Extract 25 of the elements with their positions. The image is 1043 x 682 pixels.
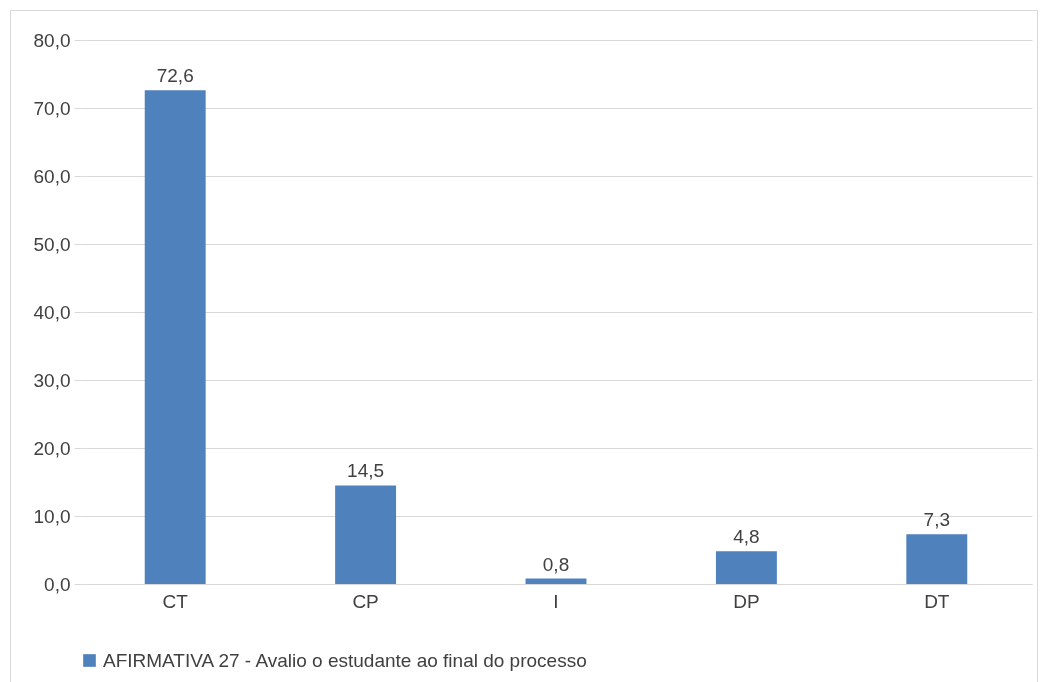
data-label: 7,3 [923,509,951,531]
bar [715,551,777,584]
bar [144,90,206,584]
x-tick-label: I [553,590,559,612]
x-tick-label: CT [162,590,189,612]
y-tick-label: 10,0 [33,505,71,527]
data-label: 14,5 [347,460,385,482]
y-tick-label: 40,0 [33,301,71,323]
legend-label: AFIRMATIVA 27 - Avalio o estudante ao final do processo [103,649,587,671]
y-tick-label: 70,0 [33,97,71,119]
y-tick-label: 20,0 [33,437,71,459]
y-tick-label: 80,0 [33,29,71,51]
data-label: 0,8 [542,553,570,575]
bar [906,534,968,584]
bar [335,485,397,584]
y-tick-label: 50,0 [33,233,71,255]
bar [525,578,587,584]
x-tick-label: CP [352,590,379,612]
y-tick-label: 60,0 [33,165,71,187]
y-tick-label: 0,0 [44,573,71,595]
x-tick-label: DP [733,590,760,612]
data-label: 72,6 [156,65,194,87]
data-label: 4,8 [733,526,760,548]
y-tick-label: 30,0 [33,369,71,391]
x-tick-label: DT [924,590,950,612]
